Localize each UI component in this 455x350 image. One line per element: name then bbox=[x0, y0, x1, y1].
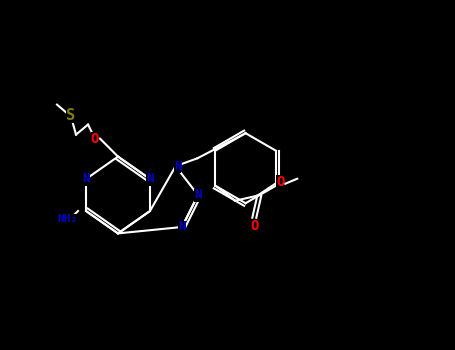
Text: O: O bbox=[276, 175, 284, 189]
Text: N: N bbox=[146, 173, 154, 186]
Text: N: N bbox=[174, 160, 182, 173]
Text: N: N bbox=[178, 220, 186, 233]
Text: O: O bbox=[250, 219, 258, 233]
Text: NH₂: NH₂ bbox=[58, 214, 78, 224]
Text: N: N bbox=[178, 220, 186, 233]
Text: N: N bbox=[194, 189, 202, 202]
Text: S: S bbox=[66, 108, 76, 123]
Text: O: O bbox=[91, 132, 99, 146]
Text: N: N bbox=[82, 173, 90, 186]
